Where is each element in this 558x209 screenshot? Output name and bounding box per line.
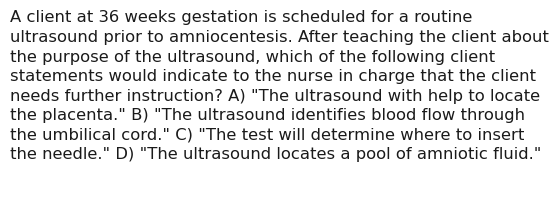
- Text: A client at 36 weeks gestation is scheduled for a routine
ultrasound prior to am: A client at 36 weeks gestation is schedu…: [10, 10, 549, 162]
